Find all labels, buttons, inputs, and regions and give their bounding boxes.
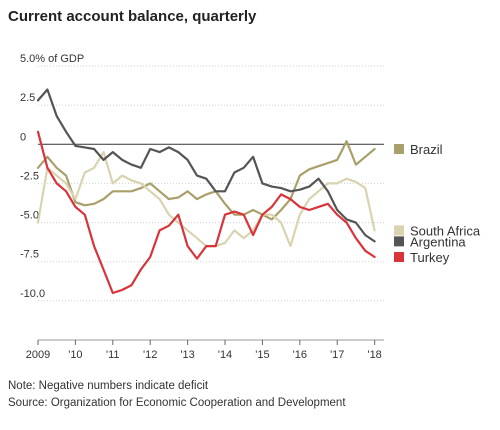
legend-item-turkey: Turkey bbox=[394, 250, 450, 265]
legend-item-brazil: Brazil bbox=[394, 142, 443, 157]
series-lines bbox=[36, 88, 376, 295]
chart-title: Current account balance, quarterly bbox=[8, 8, 257, 25]
x-tick-label: '17 bbox=[330, 349, 344, 361]
series-line-brazil bbox=[36, 140, 376, 221]
x-tick-label: '15 bbox=[255, 349, 269, 361]
y-tick-label: 2.5 bbox=[20, 92, 35, 104]
x-tick-label: '12 bbox=[143, 349, 157, 361]
x-tick-label: '10 bbox=[68, 349, 82, 361]
chart-note: Note: Negative numbers indicate deficit bbox=[8, 380, 209, 392]
legend-label: South Africa bbox=[410, 223, 481, 238]
y-tick-label: 0 bbox=[20, 131, 26, 143]
line-chart: 5.0% of GDP 2.5 0 -2.5 -5.0 -7.5 -10.0 2009 '10 '… bbox=[20, 53, 481, 361]
legend-label: Brazil bbox=[410, 142, 443, 157]
legend-label: Turkey bbox=[410, 250, 450, 265]
legend-swatch bbox=[394, 225, 404, 236]
series-line-argentina bbox=[36, 88, 376, 243]
series-line-south-africa bbox=[36, 151, 376, 248]
legend-swatch bbox=[394, 143, 404, 154]
x-tick-label: '18 bbox=[367, 349, 381, 361]
y-tick-label: -10.0 bbox=[20, 288, 45, 300]
legend-swatch bbox=[394, 252, 404, 263]
x-tick-label: 2009 bbox=[26, 349, 50, 361]
chart-source: Source: Organization for Economic Cooper… bbox=[8, 397, 346, 409]
x-tick-label: '13 bbox=[180, 349, 194, 361]
y-tick-label: -2.5 bbox=[20, 170, 39, 182]
axis-labels: 5.0% of GDP 2.5 0 -2.5 -5.0 -7.5 -10.0 2009 '10 '… bbox=[20, 53, 384, 361]
x-tick-label: '11 bbox=[106, 349, 120, 361]
legend-item-south-africa: South Africa bbox=[394, 223, 481, 238]
series-line-turkey bbox=[36, 130, 376, 295]
x-tick-label: '14 bbox=[218, 349, 232, 361]
legend-swatch bbox=[394, 236, 404, 247]
x-tick-label: '16 bbox=[293, 349, 307, 361]
legend-label: Argentina bbox=[410, 234, 466, 249]
legend-item-argentina: Argentina bbox=[394, 234, 466, 249]
gridlines bbox=[38, 65, 384, 302]
y-tick-label: -5.0 bbox=[20, 210, 39, 222]
y-tick-label: -7.5 bbox=[20, 249, 39, 261]
y-tick-label: 5.0% of GDP bbox=[20, 53, 84, 65]
